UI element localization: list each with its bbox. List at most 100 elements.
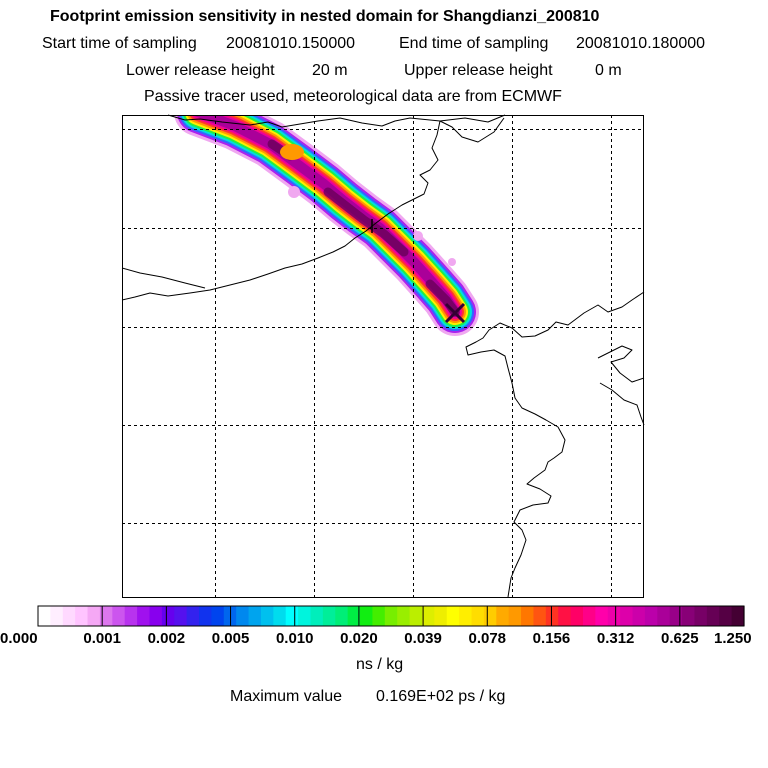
border-line	[121, 267, 206, 289]
colorbar-swatch	[731, 606, 745, 626]
colorbar-swatch	[582, 606, 596, 626]
colorbar-swatch	[595, 606, 609, 626]
colorbar-swatch	[322, 606, 336, 626]
colorbar-swatch	[137, 606, 151, 626]
map-grid	[122, 115, 644, 597]
colorbar-swatch	[285, 606, 299, 626]
colorbar-swatch	[87, 606, 101, 626]
colorbar-swatch	[273, 606, 287, 626]
colorbar-swatch	[570, 606, 584, 626]
border-line	[439, 117, 505, 143]
colorbar-swatch	[124, 606, 138, 626]
start-time-label: Start time of sampling	[42, 35, 197, 52]
colorbar-swatch	[694, 606, 708, 626]
colorbar-swatch	[669, 606, 683, 626]
colorbar-swatch	[99, 606, 113, 626]
colorbar-swatch	[545, 606, 559, 626]
colorbar-swatch	[75, 606, 89, 626]
colorbar-swatch	[236, 606, 250, 626]
colorbar-swatch	[186, 606, 200, 626]
colorbar-swatch	[62, 606, 76, 626]
receptor-cross-icon	[444, 302, 466, 324]
end-time-label: End time of sampling	[399, 35, 549, 52]
end-time-value: 20081010.180000	[576, 35, 706, 52]
coastline	[599, 382, 645, 426]
colorbar-swatch	[471, 606, 485, 626]
colorbar-swatch	[149, 606, 163, 626]
colorbar-swatch	[372, 606, 386, 626]
colorbar-label: 0.156	[532, 630, 571, 647]
colorbar-swatch	[260, 606, 274, 626]
plume-speck	[288, 186, 300, 198]
plume-speck	[413, 231, 423, 241]
colorbar-swatch	[719, 606, 733, 626]
colorbar-swatch	[298, 606, 312, 626]
figure-title: Footprint emission sensitivity in nested…	[50, 8, 600, 25]
colorbar-swatch	[50, 606, 64, 626]
plume-speck	[448, 258, 456, 266]
border-line	[121, 120, 441, 301]
colorbar-swatch	[607, 606, 621, 626]
colorbar-swatch	[434, 606, 448, 626]
colorbar-swatch	[174, 606, 188, 626]
colorbar-swatch	[508, 606, 522, 626]
coastline	[465, 291, 645, 598]
start-time-value: 20081010.150000	[226, 35, 356, 52]
colorbar-swatch	[446, 606, 460, 626]
colorbar-swatch	[521, 606, 535, 626]
colorbar-swatch	[657, 606, 671, 626]
colorbar-swatch	[112, 606, 126, 626]
colorbar-label: 0.010	[275, 630, 314, 647]
colorbar	[37, 605, 745, 627]
colorbar-swatch	[533, 606, 547, 626]
colorbar-swatch	[558, 606, 572, 626]
map-frame	[122, 115, 644, 598]
colorbar-label: 0.000	[0, 630, 38, 647]
coastline	[597, 345, 645, 383]
colorbar-border	[37, 605, 745, 627]
colorbar-swatch	[211, 606, 225, 626]
footprint-plume	[174, 116, 479, 336]
colorbar-swatch	[248, 606, 262, 626]
colorbar-swatch	[483, 606, 497, 626]
boundaries	[121, 114, 645, 598]
receptor-marker	[371, 219, 466, 324]
border-line	[167, 114, 506, 128]
tracer-note: Passive tracer used, meteorological data…	[144, 88, 562, 105]
colorbar-label: 0.005	[211, 630, 250, 647]
colorbar-swatch	[706, 606, 720, 626]
colorbar-label: 0.312	[596, 630, 635, 647]
colorbar-swatch	[459, 606, 473, 626]
colorbar-swatch	[632, 606, 646, 626]
colorbar-swatch	[347, 606, 361, 626]
colorbar-swatch	[644, 606, 658, 626]
colorbar-swatch	[199, 606, 213, 626]
colorbar-label: 0.625	[661, 630, 699, 647]
max-value-label: Maximum value	[230, 688, 343, 705]
colorbar-swatch	[421, 606, 435, 626]
colorbar-swatch	[384, 606, 398, 626]
colorbar-label: 1.250	[714, 630, 752, 647]
colorbar-label: 0.020	[340, 630, 378, 647]
colorbar-swatch	[38, 606, 51, 626]
colorbar-swatch	[682, 606, 696, 626]
lower-release-label: Lower release height	[126, 62, 275, 79]
colorbar-label: 0.078	[468, 630, 507, 647]
plume-core	[323, 187, 409, 257]
colorbar-unit: ns / kg	[356, 656, 404, 673]
plume-patch	[280, 144, 304, 160]
colorbar-swatch	[310, 606, 324, 626]
colorbar-label: 0.001	[83, 630, 121, 647]
colorbar-swatch	[397, 606, 411, 626]
colorbar-swatch	[161, 606, 175, 626]
colorbar-swatch	[335, 606, 349, 626]
colorbar-swatch	[620, 606, 634, 626]
colorbar-label: 0.002	[147, 630, 186, 647]
colorbar-swatch	[409, 606, 423, 626]
upper-release-label: Upper release height	[404, 62, 553, 79]
colorbar-swatch	[360, 606, 374, 626]
colorbar-swatch	[496, 606, 510, 626]
upper-release-value: 0 m	[595, 62, 622, 79]
lower-release-value: 20 m	[312, 62, 348, 79]
